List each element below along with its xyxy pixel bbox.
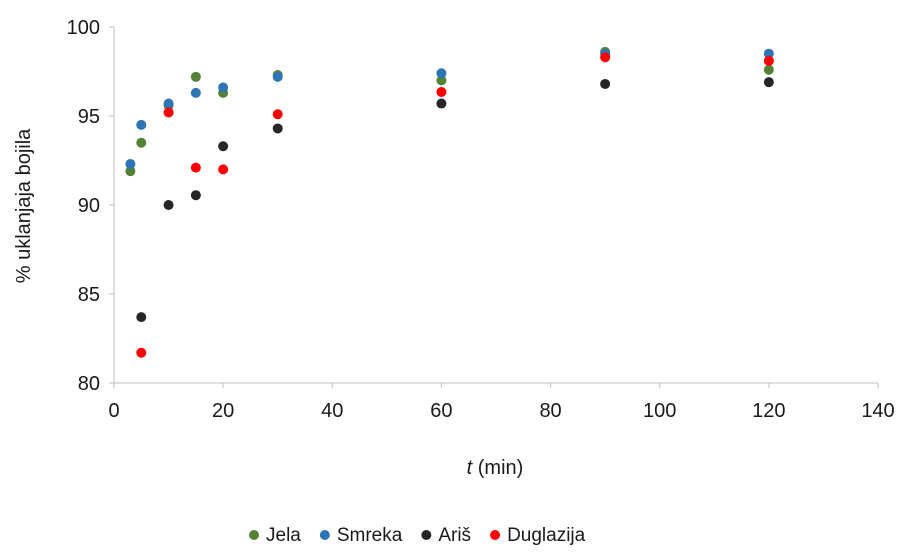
x-tick-label: 140: [861, 400, 894, 422]
data-point-duglazija: [136, 347, 147, 358]
data-point-ariš: [218, 141, 229, 152]
legend-label: Smreka: [337, 525, 403, 546]
data-point-smreka: [190, 87, 201, 98]
y-tick-label: 95: [78, 106, 100, 128]
legend-label: Jela: [266, 525, 301, 546]
legend-marker: [319, 530, 330, 540]
y-tick-label: 100: [67, 17, 100, 39]
data-point-ariš: [190, 190, 201, 201]
legend-marker: [421, 530, 432, 540]
data-point-duglazija: [436, 86, 447, 97]
data-point-jela: [136, 137, 147, 148]
data-point-smreka: [436, 68, 447, 79]
data-point-duglazija: [763, 55, 774, 66]
x-tick-label: 60: [430, 400, 452, 422]
y-axis-ticks: 80 85 90 95 100: [67, 17, 114, 395]
legend-marker: [490, 530, 501, 540]
data-point-duglazija: [163, 107, 174, 118]
data-point-duglazija: [272, 109, 283, 120]
legend-marker: [249, 530, 259, 540]
x-tick-label: 20: [212, 400, 234, 422]
data-point-jela: [763, 64, 774, 75]
data-points: [125, 46, 774, 358]
legend-label: Ariš: [438, 525, 471, 546]
data-point-smreka: [163, 98, 174, 109]
y-tick-label: 90: [78, 195, 100, 217]
data-point-ariš: [163, 200, 174, 210]
data-point-ariš: [136, 312, 147, 323]
y-tick-label: 85: [78, 284, 100, 306]
axes: [113, 27, 878, 384]
x-tick-label: 100: [643, 400, 676, 422]
data-point-smreka: [218, 82, 229, 93]
data-point-ariš: [436, 98, 447, 109]
x-tick-label: 40: [321, 400, 343, 422]
x-axis-title-variable: t: [467, 457, 474, 479]
data-point-jela: [436, 75, 447, 86]
data-point-ariš: [763, 77, 774, 88]
data-point-duglazija: [190, 162, 201, 173]
y-tick-label: 80: [78, 373, 100, 395]
x-axis-title: t (min): [467, 457, 524, 479]
x-tick-label: 80: [539, 400, 561, 422]
x-axis-title-unit: (min): [472, 457, 523, 479]
data-point-smreka: [125, 159, 136, 170]
legend-label: Duglazija: [507, 525, 586, 546]
y-axis-title: % uklanjaja bojila: [13, 128, 35, 283]
x-axis-ticks: 0 20 40 60 80 100 120 140: [108, 383, 895, 422]
data-point-duglazija: [600, 52, 611, 63]
x-tick-label: 120: [752, 400, 785, 422]
data-point-duglazija: [218, 164, 229, 175]
data-point-jela: [190, 71, 201, 82]
data-point-smreka: [272, 71, 283, 82]
x-tick-label: 0: [108, 400, 119, 422]
data-point-ariš: [272, 123, 283, 134]
data-point-jela: [125, 166, 136, 177]
legend: Jela Smreka Ariš Duglazija: [249, 525, 586, 546]
data-point-smreka: [136, 119, 147, 130]
data-point-smreka: [763, 48, 774, 59]
data-point-ariš: [600, 78, 611, 89]
